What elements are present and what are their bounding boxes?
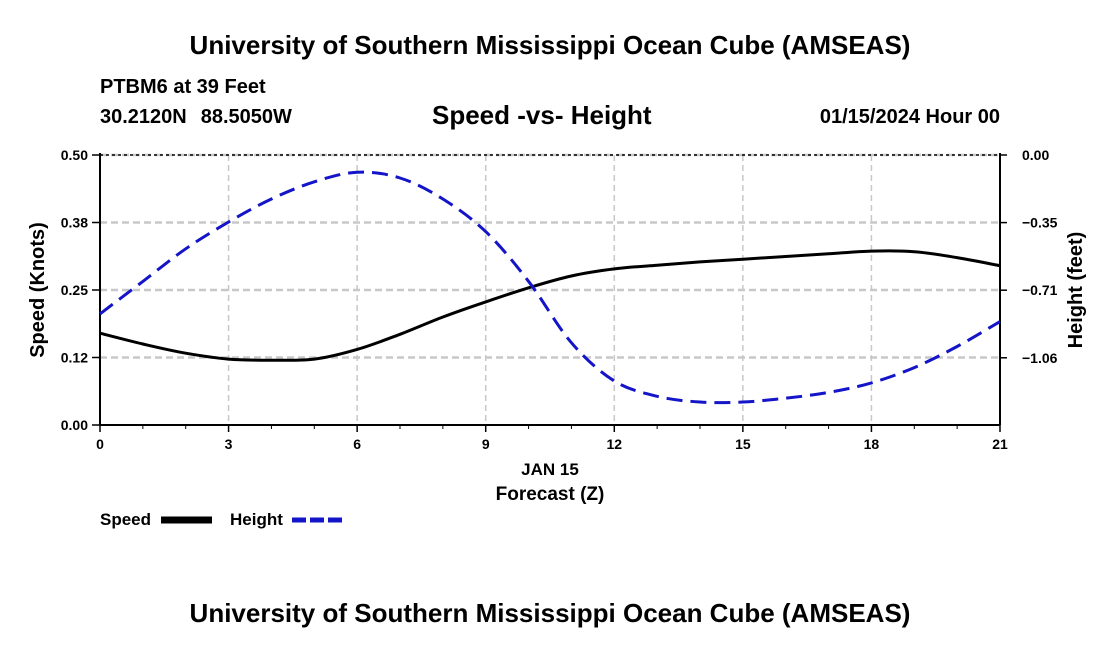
legend-label-speed: Speed <box>100 510 151 529</box>
series-line-speed <box>99 249 1001 362</box>
y2-axis-label: Height (feet) <box>1065 232 1087 349</box>
x-axis-label: Forecast (Z) <box>496 484 605 505</box>
x-axis-date-label: JAN 15 <box>521 460 579 479</box>
x-tick-label: 15 <box>735 436 751 452</box>
x-tick-label: 12 <box>606 436 622 452</box>
x-tick-label: 3 <box>225 436 233 452</box>
y-tick-label: 0.38 <box>61 215 88 231</box>
y-axis-label: Speed (Knots) <box>27 222 49 358</box>
station-label: PTBM6 at 39 Feet <box>100 76 266 98</box>
x-tick-label: 21 <box>992 436 1008 452</box>
x-tick-label: 9 <box>482 436 490 452</box>
chart-title: Speed -vs- Height <box>432 100 652 130</box>
station-coordinates: 30.2120N 88.5050W <box>100 106 292 129</box>
y-tick-label: 0.25 <box>61 282 88 298</box>
y-tick-label: 0.50 <box>61 147 88 163</box>
y2-tick-label: −0.35 <box>1022 215 1058 231</box>
footer-title: University of Southern Mississippi Ocean… <box>189 598 911 628</box>
y2-tick-label: −1.06 <box>1022 350 1058 366</box>
x-tick-label: 6 <box>353 436 361 452</box>
series-line-height <box>99 170 1001 405</box>
longitude: 88.5050W <box>200 106 292 128</box>
y2-tick-label: −0.71 <box>1022 282 1058 298</box>
forecast-datetime: 01/15/2024 Hour 00 <box>819 106 1000 128</box>
y2-tick-label: 0.00 <box>1022 147 1049 163</box>
x-tick-label: 18 <box>864 436 880 452</box>
legend-label-height: Height <box>230 510 283 529</box>
latitude: 30.2120N <box>100 106 187 128</box>
x-tick-label: 0 <box>96 436 104 452</box>
y-tick-label: 0.00 <box>61 417 88 433</box>
page-title: University of Southern Mississippi Ocean… <box>189 30 911 60</box>
y-tick-label: 0.12 <box>61 350 88 366</box>
